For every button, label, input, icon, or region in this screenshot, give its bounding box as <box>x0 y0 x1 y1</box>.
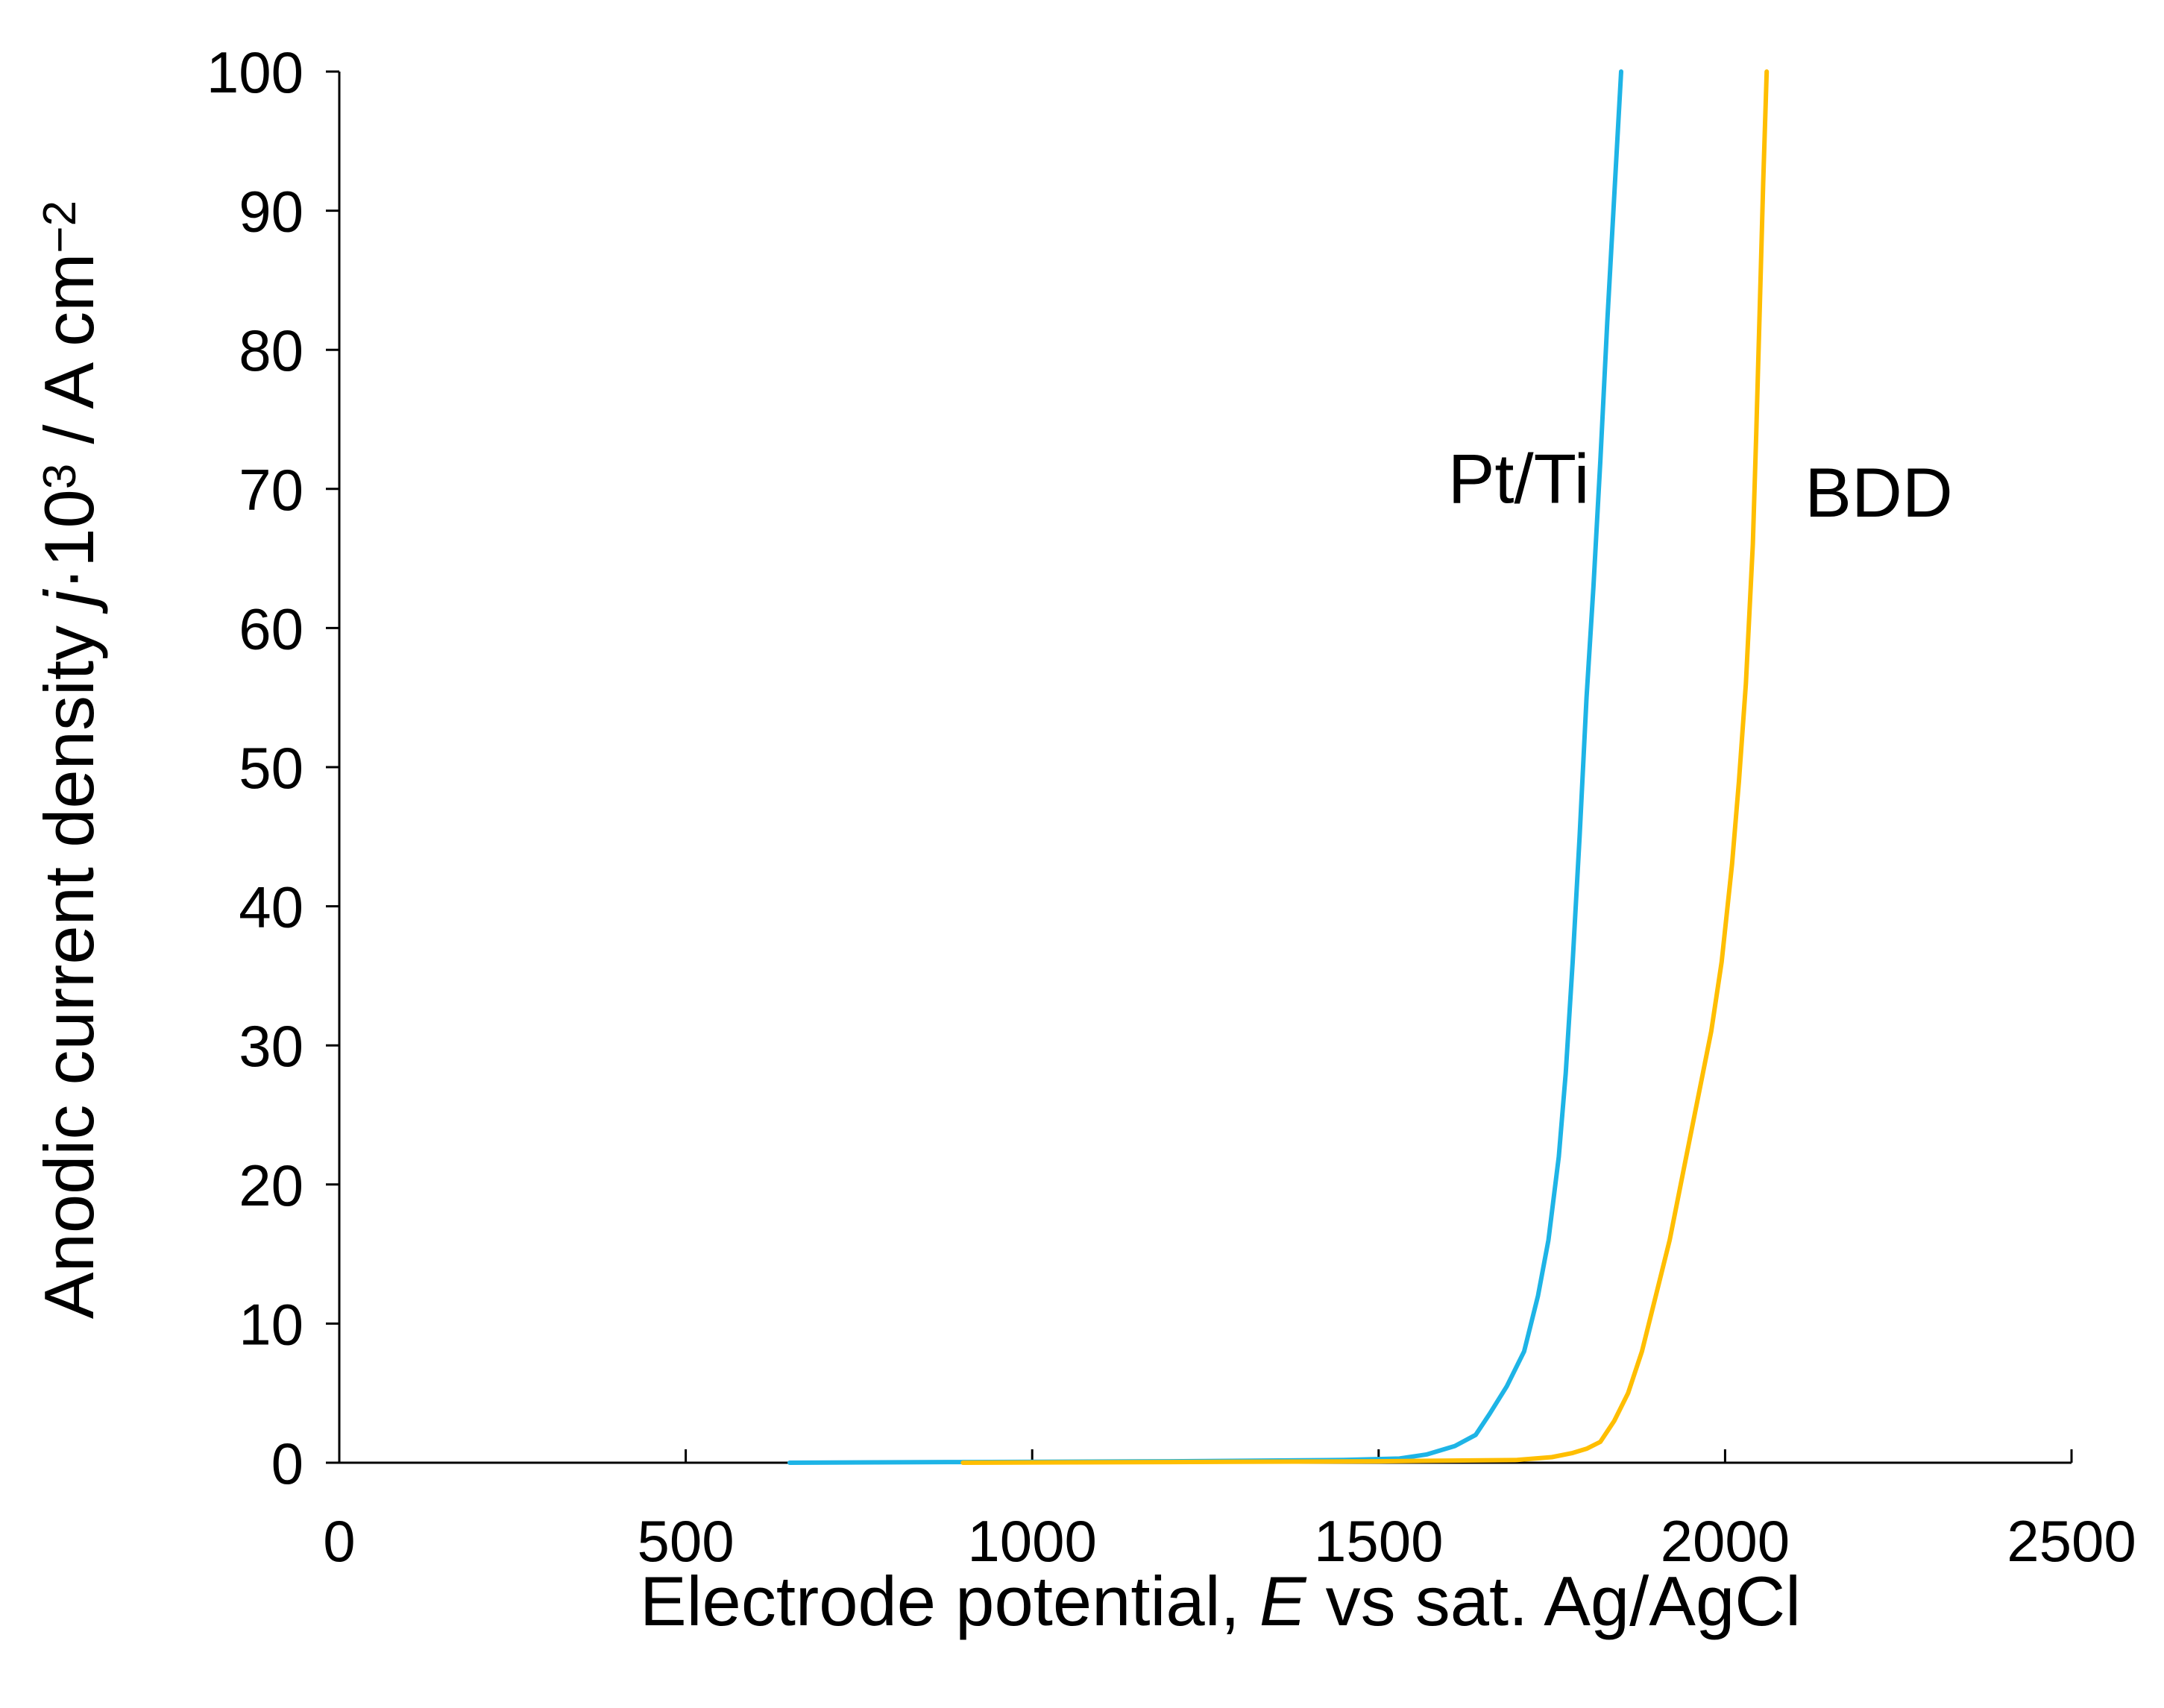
y-axis-title-part: −2 <box>34 201 86 253</box>
y-tick-label: 80 <box>239 318 303 383</box>
x-tick-label: 1500 <box>1314 1508 1444 1574</box>
series-label-bdd: BDD <box>1805 453 1952 532</box>
x-tick-label: 1000 <box>967 1508 1097 1574</box>
x-axis-title-part: Electrode potential, <box>640 1562 1259 1640</box>
y-tick-label: 90 <box>239 179 303 245</box>
y-tick-label: 60 <box>239 596 303 661</box>
x-axis-title: Electrode potential, E vs sat. Ag/AgCl <box>640 1562 1801 1640</box>
y-axis-title-part: / A cm <box>30 253 108 464</box>
x-tick-label: 500 <box>638 1508 735 1574</box>
labels-layer: Electrode potential, E vs sat. Ag/AgCl An… <box>30 201 1953 1640</box>
series-layer <box>787 69 1770 1465</box>
y-axis-title-part: 3 <box>34 464 86 489</box>
x-tick-label: 0 <box>323 1508 355 1574</box>
y-tick-label: 10 <box>239 1291 303 1357</box>
series-label-pt-ti: Pt/Ti <box>1448 439 1590 517</box>
y-axis-title-part: Anodic current density <box>30 606 108 1319</box>
y-tick-label: 50 <box>239 735 303 801</box>
y-tick-label: 100 <box>207 40 303 105</box>
x-axis-title-part: vs sat. Ag/AgCl <box>1306 1562 1802 1640</box>
series-line-bdd <box>960 69 1770 1465</box>
y-tick-label: 40 <box>239 875 303 940</box>
y-axis-title: Anodic current density j·103 / A cm−2 <box>30 201 108 1319</box>
x-tick-label: 2500 <box>2007 1508 2136 1574</box>
series-line-pt-ti <box>787 69 1623 1465</box>
y-tick-label: 70 <box>239 457 303 523</box>
x-tick-label: 2000 <box>1661 1508 1790 1574</box>
y-axis-title-part: ·10 <box>30 489 108 590</box>
y-tick-label: 0 <box>271 1431 303 1496</box>
y-tick-label: 30 <box>239 1013 303 1079</box>
x-axis-title-part: E <box>1259 1562 1307 1640</box>
y-tick-label: 20 <box>239 1153 303 1218</box>
